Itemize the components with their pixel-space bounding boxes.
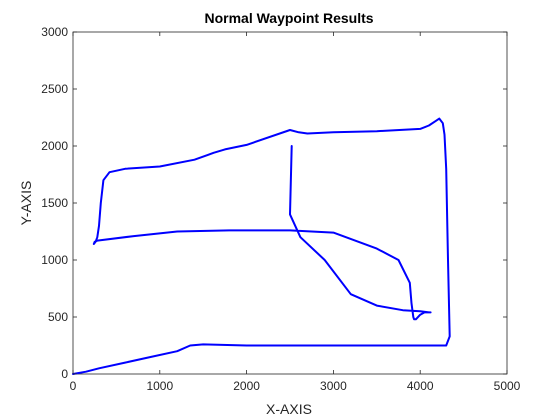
y-tick-label: 2500 [41, 82, 68, 96]
plot-area [72, 31, 508, 375]
x-tick-label: 4000 [407, 379, 434, 393]
x-axis-ticks: 0 1000 2000 3000 4000 5000 [70, 32, 521, 393]
y-tick-label: 3000 [41, 25, 68, 39]
x-tick-label: 5000 [494, 379, 521, 393]
y-tick-label: 2000 [41, 139, 68, 153]
trajectory-line [72, 117, 451, 375]
x-tick-label: 0 [70, 379, 77, 393]
chart-title: Normal Waypoint Results [204, 10, 373, 26]
y-tick-label: 1500 [41, 196, 68, 210]
y-tick-label: 500 [48, 310, 68, 324]
x-tick-label: 3000 [320, 379, 347, 393]
y-axis-label: Y-AXIS [18, 181, 34, 226]
y-axis-ticks: 0 500 1000 1500 2000 2500 3000 [41, 25, 507, 381]
x-tick-label: 1000 [146, 379, 173, 393]
y-tick-label: 0 [61, 367, 68, 381]
x-tick-label: 2000 [233, 379, 260, 393]
x-axis-label: X-AXIS [266, 401, 312, 417]
y-tick-label: 1000 [41, 253, 68, 267]
